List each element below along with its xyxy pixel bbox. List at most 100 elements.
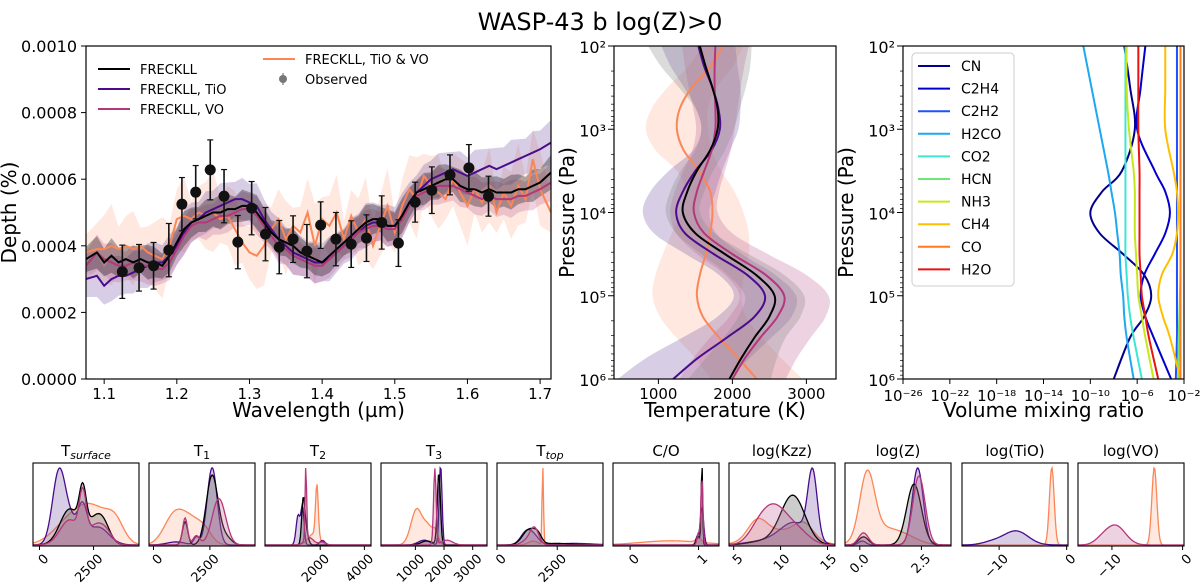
- density-line: [845, 483, 951, 546]
- x-tick-label: 10⁻²: [1167, 387, 1200, 405]
- plot-area: [845, 467, 951, 546]
- posterior-panel: T1 0 2500: [148, 442, 256, 586]
- observed-point: [315, 201, 327, 250]
- y-tick-label: 0.0006: [21, 170, 77, 189]
- panel-title-main: T: [193, 442, 204, 460]
- density-fill: [497, 468, 603, 546]
- plot-area: [33, 467, 139, 546]
- observed-marker: [409, 196, 421, 208]
- observed-marker: [148, 260, 160, 272]
- line-ch4: [1157, 46, 1182, 379]
- observed-marker: [176, 198, 188, 210]
- density-fill: [149, 498, 255, 546]
- density-line: [613, 480, 719, 546]
- observed-point: [148, 241, 160, 290]
- legend-label: FRECKLL, VO: [140, 103, 224, 118]
- density-fill: [1078, 468, 1184, 546]
- panel-title: C/O: [652, 442, 679, 460]
- observed-point: [287, 215, 299, 264]
- line-nh3: [1125, 46, 1155, 379]
- x-tick-label: 1.5: [383, 385, 407, 403]
- x-axis-label: Volume mixing ratio: [943, 398, 1144, 422]
- panel-title-subscript: 3: [435, 449, 442, 462]
- plot-area: [1078, 466, 1184, 546]
- observed-point: [232, 214, 244, 270]
- legend-item: CN: [918, 59, 981, 75]
- axes-frame: [844, 462, 952, 547]
- observed-point: [133, 243, 145, 292]
- panel-title-main: C/O: [652, 442, 679, 460]
- temperature-profile-panel: 1000 2000 3000 10² 10³ 10⁴ 10⁵ 10⁶ Temperature (…: [555, 38, 837, 422]
- observed-marker: [376, 216, 388, 228]
- plot-area: [962, 465, 1068, 546]
- x-tick-label: 1000: [394, 552, 428, 586]
- panel-title-subscript: surface: [70, 449, 111, 462]
- axes-frame: [32, 462, 140, 547]
- panel-title: T2: [309, 442, 326, 462]
- density-line: [1078, 466, 1184, 546]
- plot-area: [613, 467, 719, 546]
- density-fill: [613, 538, 719, 546]
- observed-marker: [483, 190, 495, 202]
- panel-title-main: T: [425, 442, 436, 460]
- observed-marker: [392, 237, 404, 249]
- legend-item: HCN: [918, 172, 992, 188]
- density-line: [962, 465, 1068, 546]
- panel-title-main: T: [60, 442, 71, 460]
- legend: FRECKLL FRECKLL, TiO FRECKLL, VO FRECKLL, T…: [98, 53, 429, 118]
- density-fill: [845, 470, 951, 546]
- legend-item: NH3: [918, 195, 991, 211]
- density-line: [845, 475, 951, 546]
- density-line: [1078, 524, 1184, 546]
- panel-title-subscript: 2: [319, 449, 326, 462]
- y-tick-label: 0.0008: [21, 104, 77, 123]
- axes-frame: [380, 462, 488, 547]
- panel-title: T3: [425, 442, 442, 462]
- x-tick-label: 2000: [713, 385, 751, 403]
- density-fill: [845, 468, 951, 546]
- x-tick-label: 10⁻²⁶: [883, 387, 922, 405]
- x-tick-label: 1000: [639, 385, 677, 403]
- observed-point: [218, 168, 230, 224]
- legend-item: CH4: [918, 217, 990, 233]
- plot-area: [265, 467, 371, 546]
- observed-point: [259, 206, 271, 262]
- legend-label: CO: [961, 240, 982, 256]
- posterior-panel: Tsurface 0 2500: [32, 442, 140, 586]
- legend-label: CH4: [961, 217, 990, 233]
- observed-marker: [273, 241, 285, 253]
- posterior-panel: C/O 0 1: [612, 442, 720, 568]
- x-axis-label: Wavelength (µm): [232, 398, 405, 422]
- line-co2: [1124, 46, 1143, 379]
- figure-title: WASP-43 b log(Z)>0: [478, 8, 723, 36]
- observed-point: [116, 244, 128, 300]
- plot-area: [497, 467, 603, 546]
- observed-marker: [287, 233, 299, 245]
- x-tick-label: 1.3: [238, 385, 262, 403]
- density-fill: [381, 468, 487, 546]
- plot-area: [617, 46, 830, 379]
- line-freckll--vo: [692, 46, 786, 379]
- density-line: [149, 467, 255, 546]
- line-freckll--tio---vo: [675, 46, 758, 379]
- y-tick-label: 10³: [579, 121, 606, 140]
- observed-marker: [204, 164, 216, 176]
- panel-title: log(VO): [1103, 442, 1159, 460]
- axes-frame: [264, 462, 372, 547]
- axes-frame: [728, 462, 836, 547]
- line-c2h2: [1174, 46, 1179, 379]
- y-tick-label: 10⁶: [579, 371, 606, 390]
- legend-label: CN: [961, 59, 981, 75]
- x-tick-label: 10⁻⁶: [1121, 387, 1154, 405]
- spectrum-panel: 1.1 1.2 1.3 1.4 1.5 1.6 1.7 0.0000 0.0002 0.0004 0…: [0, 37, 552, 422]
- x-tick-label: 0: [493, 552, 509, 568]
- y-tick-label: 0.0000: [21, 370, 77, 389]
- line-cn: [1089, 46, 1153, 379]
- legend-label: FRECKLL, TiO: [140, 83, 226, 98]
- x-tick-label: 0: [36, 552, 52, 568]
- panel-title-subscript: top: [546, 449, 564, 462]
- density-line: [962, 530, 1068, 546]
- x-tick-label: 10: [771, 552, 793, 574]
